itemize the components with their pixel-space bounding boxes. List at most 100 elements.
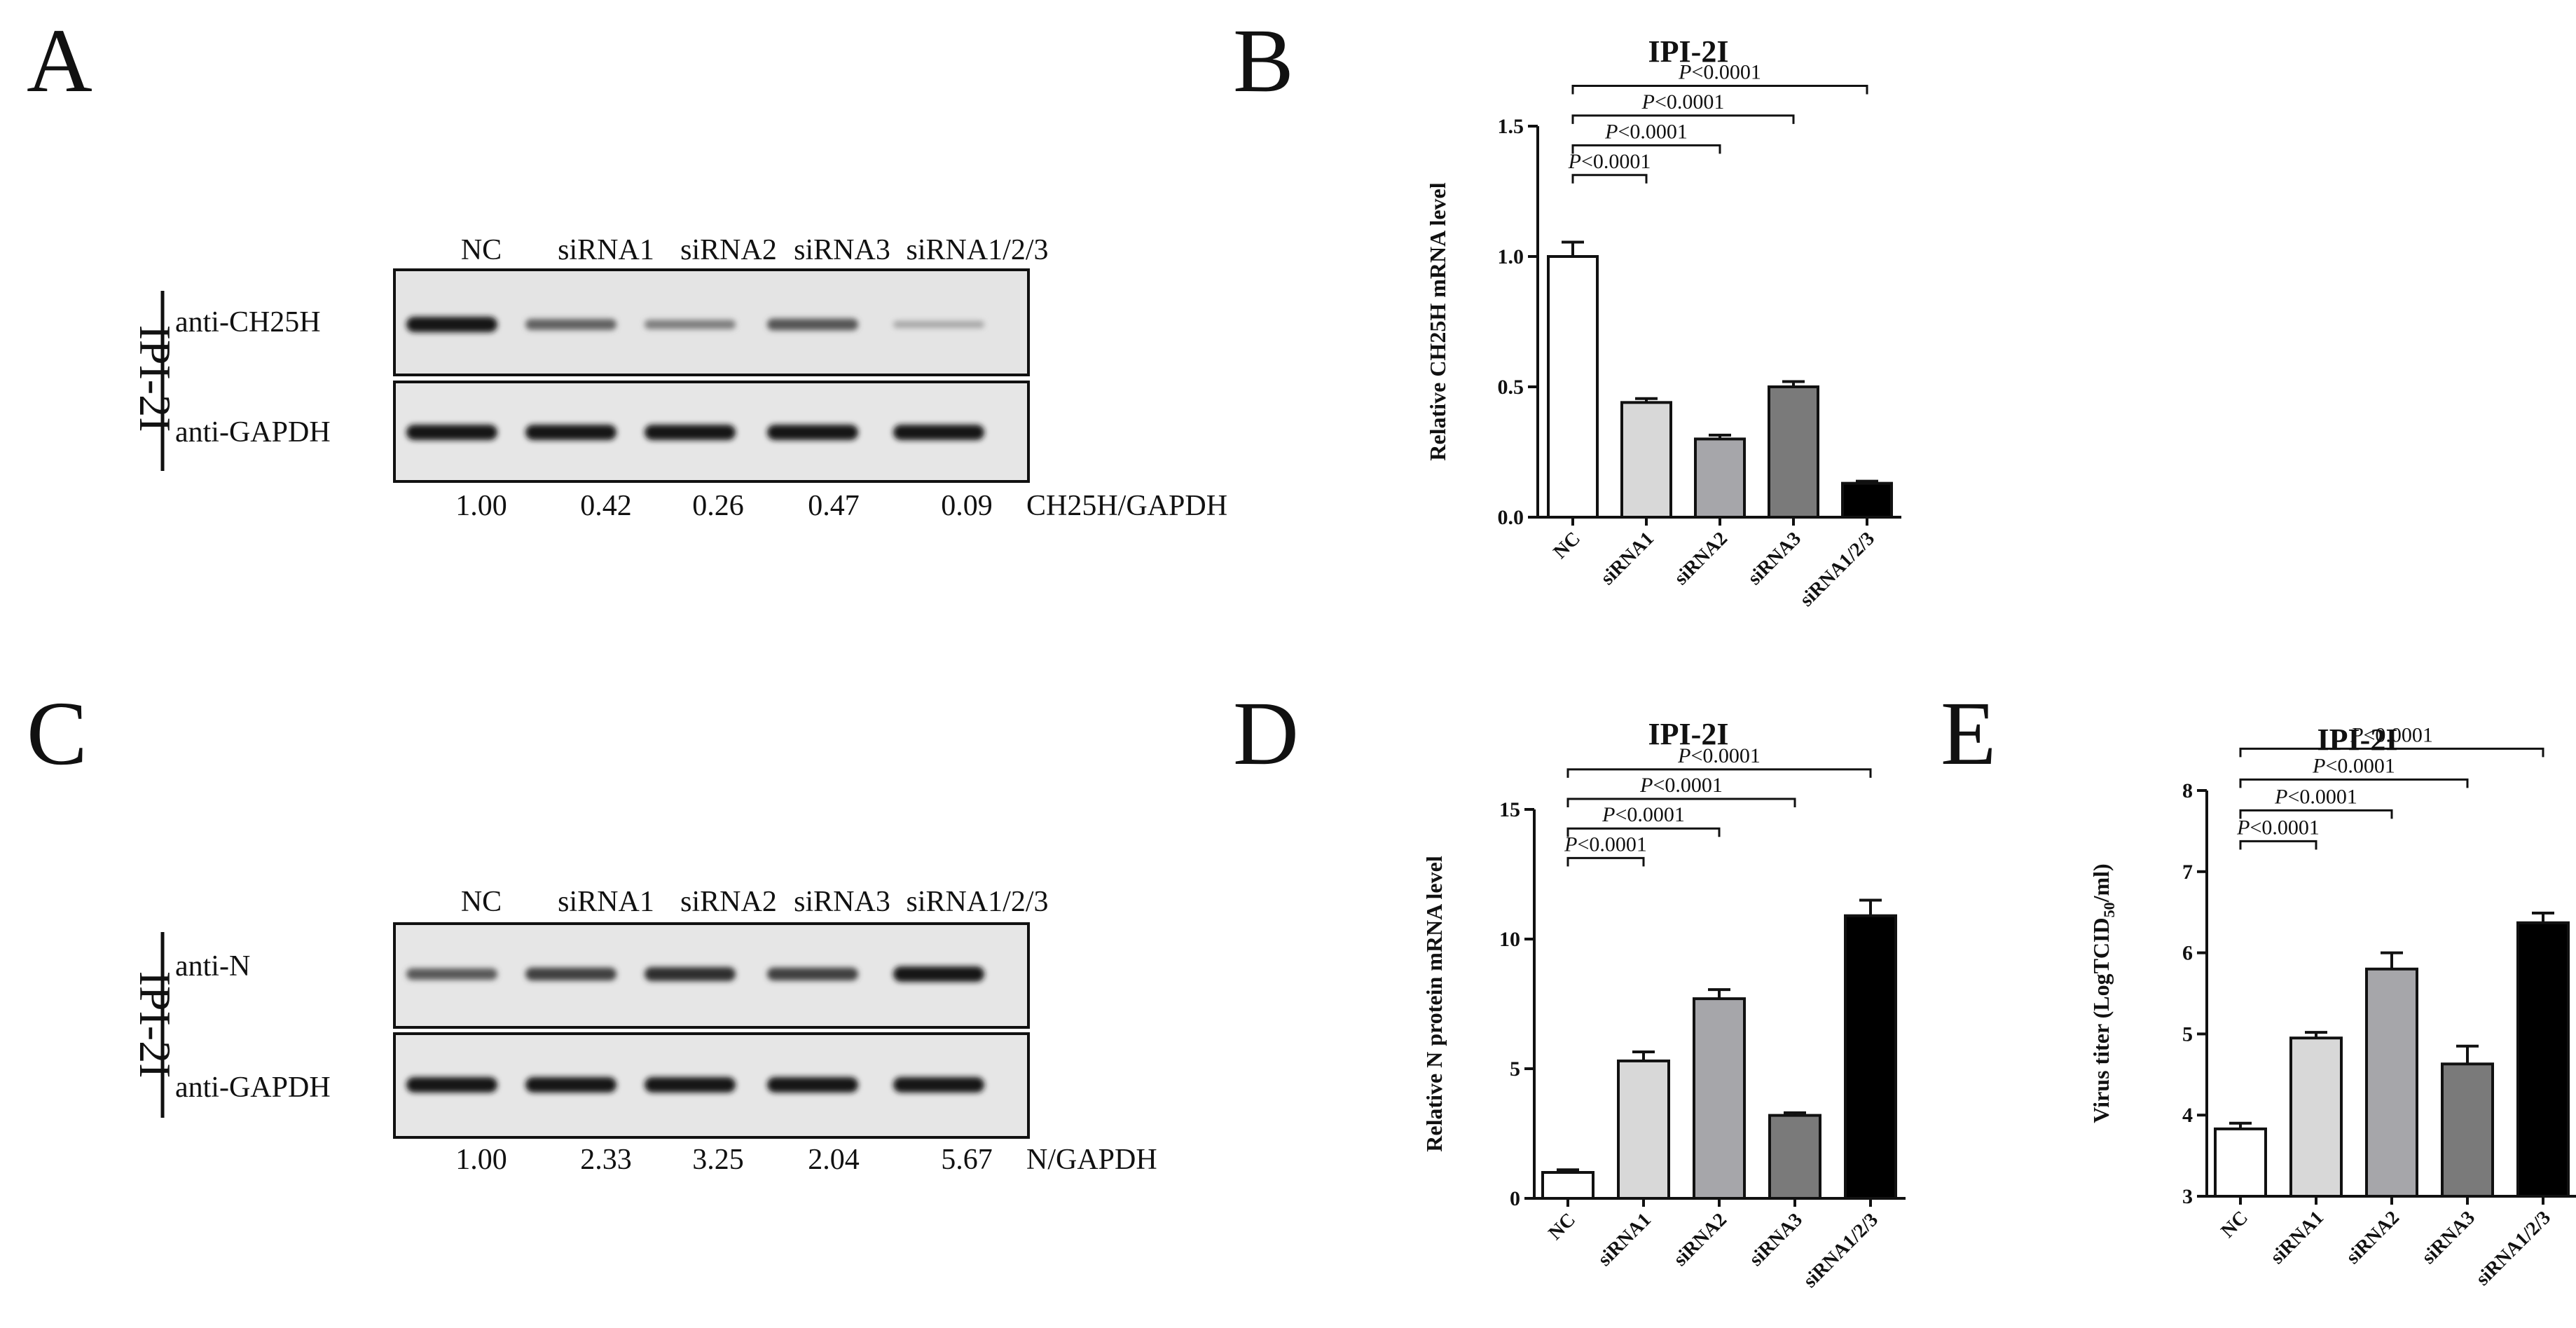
- p-symbol: P: [1641, 90, 1655, 114]
- significance-label-1: P<0.0001: [1602, 803, 1685, 826]
- blot-c-ratio-3: 2.04: [808, 1144, 860, 1176]
- band-lane-4: [893, 966, 984, 982]
- band-lane-0: [406, 425, 497, 440]
- y-axis-label: Relative N protein mRNA level: [1421, 856, 1447, 1152]
- significance-bracket-2: [1571, 114, 1795, 124]
- band-lane-4: [893, 320, 984, 329]
- significance-bracket-1: [1571, 144, 1721, 154]
- category-label-0: NC: [1549, 528, 1585, 563]
- y-tick-label: 5: [1510, 1057, 1520, 1081]
- bar-chart-d: IPI-2I Relative N protein mRNA level 0 5 10 1…: [1421, 717, 1906, 1292]
- band-lane-3: [767, 318, 858, 331]
- category-label-2: siRNA2: [2342, 1207, 2404, 1268]
- blot-a-ratio-1: 0.42: [580, 490, 632, 522]
- p-symbol: P: [2350, 723, 2363, 746]
- category-label-3: siRNA3: [1745, 1209, 1807, 1271]
- band-lane-2: [645, 1077, 736, 1093]
- p-value: <0.0001: [2287, 785, 2357, 808]
- y-tick-label: 10: [1499, 928, 1520, 951]
- significance-bracket-2: [1566, 798, 1796, 808]
- band-lane-1: [525, 1077, 617, 1093]
- blot-a-lane-2: siRNA2: [680, 234, 777, 266]
- bar-0: [1541, 1171, 1594, 1200]
- category-label-1: siRNA1: [2266, 1207, 2328, 1268]
- p-value: <0.0001: [2325, 754, 2395, 777]
- significance-label-3: P<0.0001: [2350, 723, 2433, 746]
- western-blot-a: NC siRNA1 siRNA2 siRNA3 siRNA1/2/3 IPI-2…: [130, 234, 1227, 522]
- p-value: <0.0001: [1690, 744, 1760, 767]
- blot-a-row-label-0: anti-CH25H: [175, 306, 321, 338]
- p-symbol: P: [1564, 833, 1577, 856]
- blot-a-ratio-0: 1.00: [455, 490, 507, 522]
- p-value: <0.0001: [1618, 120, 1687, 143]
- bar-chart-b: IPI-2I Relative CH25H mRNA level 0.0 0.5 1.0…: [1425, 34, 1901, 611]
- significance-bracket-2: [2239, 778, 2469, 788]
- category-label-4: siRNA1/2/3: [1796, 528, 1879, 611]
- significance-bracket-0: [1571, 174, 1648, 184]
- chart-title: IPI-2I: [2317, 723, 2398, 757]
- y-tick-label: 5: [2182, 1022, 2193, 1046]
- p-symbol: P: [2312, 754, 2325, 777]
- p-value: <0.0001: [1577, 833, 1646, 856]
- significance-bracket-3: [1566, 768, 1872, 778]
- y-axis-label: Relative CH25H mRNA level: [1425, 182, 1450, 460]
- y-axis-label-text: Relative CH25H mRNA level: [1425, 182, 1450, 460]
- category-label-3: siRNA3: [2418, 1207, 2479, 1268]
- category-label-0: NC: [2217, 1207, 2252, 1243]
- significance-bracket-0: [1566, 856, 1645, 867]
- bar-3: [2441, 1062, 2494, 1198]
- category-label-2: siRNA2: [1670, 528, 1732, 589]
- p-symbol: P: [2236, 816, 2250, 839]
- blot-c-ratio-2: 3.25: [692, 1144, 744, 1176]
- panel-letter-a: A: [27, 11, 92, 111]
- bar-0: [1547, 255, 1599, 519]
- p-symbol: P: [1677, 744, 1690, 767]
- p-value: <0.0001: [1581, 150, 1651, 173]
- p-symbol: P: [1602, 803, 1615, 826]
- p-symbol: P: [1568, 150, 1581, 173]
- category-label-4: siRNA1/2/3: [2472, 1207, 2555, 1290]
- significance-bracket-1: [2239, 809, 2393, 819]
- blot-a-bands-ch25h: [406, 317, 984, 332]
- bar-1: [2289, 1036, 2343, 1198]
- blot-c-lane-3: siRNA3: [794, 886, 890, 918]
- bar-1: [1620, 401, 1672, 519]
- bar-0: [2214, 1127, 2267, 1198]
- band-lane-4: [893, 1077, 984, 1093]
- category-label-2: siRNA2: [1669, 1209, 1731, 1271]
- blot-c-bands-n: [406, 966, 984, 982]
- y-axis-label-text: Relative N protein mRNA level: [1421, 856, 1447, 1152]
- y-tick-label: 6: [2182, 942, 2193, 965]
- blot-a-lane-1: siRNA1: [558, 234, 654, 266]
- y-tick-label: 15: [1499, 798, 1520, 821]
- significance-bracket-3: [2239, 747, 2544, 758]
- blot-c-ratio-label: N/GAPDH: [1026, 1144, 1157, 1176]
- category-label-3: siRNA3: [1744, 528, 1805, 589]
- band-lane-1: [525, 425, 617, 440]
- blot-c-ratio-0: 1.00: [455, 1144, 507, 1176]
- y-tick-label: 0: [1510, 1187, 1520, 1210]
- blot-a-row-label-1: anti-GAPDH: [175, 416, 331, 449]
- western-blot-c: NC siRNA1 siRNA2 siRNA3 siRNA1/2/3 IPI-2…: [130, 886, 1157, 1176]
- blot-a-lane-3: siRNA3: [794, 234, 890, 266]
- significance-label-1: P<0.0001: [1604, 120, 1688, 143]
- significance-bracket-1: [1566, 827, 1721, 837]
- blot-a-bands-gapdh: [406, 425, 984, 440]
- blot-c-row-label-0: anti-N: [175, 950, 250, 983]
- p-value: <0.0001: [2363, 723, 2432, 746]
- p-symbol: P: [1604, 120, 1618, 143]
- category-label-0: NC: [1544, 1209, 1580, 1245]
- blot-c-ratio-4: 5.67: [941, 1144, 993, 1176]
- band-lane-3: [767, 1077, 858, 1093]
- blot-a-cell-line: IPI-2I: [130, 325, 180, 432]
- panel-letter-c: C: [27, 683, 88, 784]
- blot-c-ratio-1: 2.33: [580, 1144, 632, 1176]
- bar-chart-e: IPI-2I Virus titer (LogTCID50/ml) 3 4 5 6 7 8 NC…: [2088, 723, 2576, 1290]
- band-lane-0: [406, 1077, 497, 1093]
- bar-2: [1694, 437, 1746, 519]
- p-symbol: P: [1639, 774, 1653, 797]
- panel-letter-b: B: [1233, 11, 1294, 111]
- band-lane-2: [645, 425, 736, 440]
- p-value: <0.0001: [2250, 816, 2319, 839]
- blot-a-lane-0: NC: [461, 234, 502, 266]
